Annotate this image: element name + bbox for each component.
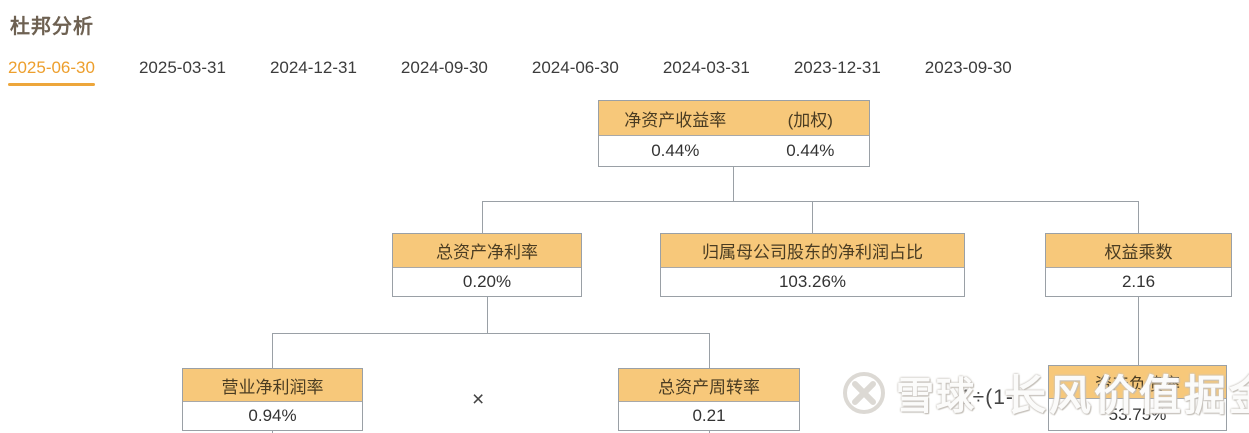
connector-root-down: [733, 167, 734, 201]
connector-stub-l3b: [709, 431, 710, 433]
node-equity-multiplier: 权益乘数 2.16: [1045, 233, 1232, 297]
connector-drop-l2b: [812, 201, 813, 233]
node-total-asset-turnover: 总资产周转率 0.21: [618, 368, 800, 431]
connector-level3-horizontal: [272, 333, 709, 334]
node-total-asset-turnover-value: 0.21: [692, 406, 726, 425]
connector-drop-l2a: [482, 201, 483, 233]
node-equity-multiplier-label: 权益乘数: [1046, 234, 1231, 268]
connector-drop-l3b: [709, 333, 710, 368]
connector-level2-horizontal: [482, 201, 1139, 202]
node-roe-label-weighted: (加权): [787, 110, 833, 130]
node-equity-multiplier-value: 2.16: [1121, 272, 1156, 291]
node-debt-to-asset-ratio-value: 53.75%: [1108, 404, 1167, 424]
node-roe-value-weighted: 0.44%: [786, 141, 835, 160]
tab-2024-03-31[interactable]: 2024-03-31: [662, 58, 750, 77]
node-total-asset-net-margin-value: 0.20%: [462, 272, 512, 291]
node-operating-net-margin-label: 营业净利润率: [183, 369, 362, 402]
connector-l2c-down: [1138, 297, 1139, 365]
tab-2024-06-30[interactable]: 2024-06-30: [531, 58, 619, 77]
tab-2023-09-30[interactable]: 2023-09-30: [924, 58, 1012, 77]
node-roe: 净资产收益率 (加权) 0.44% 0.44%: [598, 100, 870, 167]
connector-drop-l3a: [272, 333, 273, 368]
xueqiu-logo-icon: [843, 371, 885, 414]
connector-stub-l3a: [272, 431, 273, 433]
connector-drop-l2c: [1138, 201, 1139, 233]
equity-formula-text: 1÷(1-: [960, 386, 1014, 409]
node-total-asset-net-margin-label: 总资产净利率: [393, 234, 581, 268]
node-debt-to-asset-ratio: 资产负债率 53.75%: [1048, 365, 1227, 431]
node-roe-value: 0.44%: [651, 141, 700, 160]
tab-2024-12-31[interactable]: 2024-12-31: [269, 58, 357, 77]
node-operating-net-margin-value: 0.94%: [248, 406, 297, 425]
connector-l2a-down: [487, 297, 488, 333]
node-total-asset-turnover-label: 总资产周转率: [619, 369, 799, 402]
node-roe-label: 净资产收益率: [624, 110, 727, 130]
node-roe-values: 0.44% 0.44%: [599, 136, 869, 166]
tab-2025-03-31[interactable]: 2025-03-31: [138, 58, 226, 77]
node-debt-to-asset-ratio-label: 资产负债率: [1049, 366, 1226, 399]
node-parent-net-profit-ratio-label: 归属母公司股东的净利润占比: [661, 234, 964, 268]
node-parent-net-profit-ratio: 归属母公司股东的净利润占比 103.26%: [660, 233, 965, 297]
node-operating-net-margin: 营业净利润率 0.94%: [182, 368, 363, 431]
node-parent-net-profit-ratio-value: 103.26%: [778, 272, 847, 291]
date-tab-bar: 2025-06-30 2025-03-31 2024-12-31 2024-09…: [8, 58, 1012, 86]
node-total-asset-net-margin: 总资产净利率 0.20%: [392, 233, 582, 297]
node-roe-header: 净资产收益率 (加权): [599, 101, 869, 136]
tab-2024-09-30[interactable]: 2024-09-30: [400, 58, 488, 77]
tab-2025-06-30[interactable]: 2025-06-30: [8, 58, 95, 86]
multiply-operator: ×: [472, 388, 485, 411]
page-title: 杜邦分析: [10, 16, 94, 38]
tab-2023-12-31[interactable]: 2023-12-31: [793, 58, 881, 77]
